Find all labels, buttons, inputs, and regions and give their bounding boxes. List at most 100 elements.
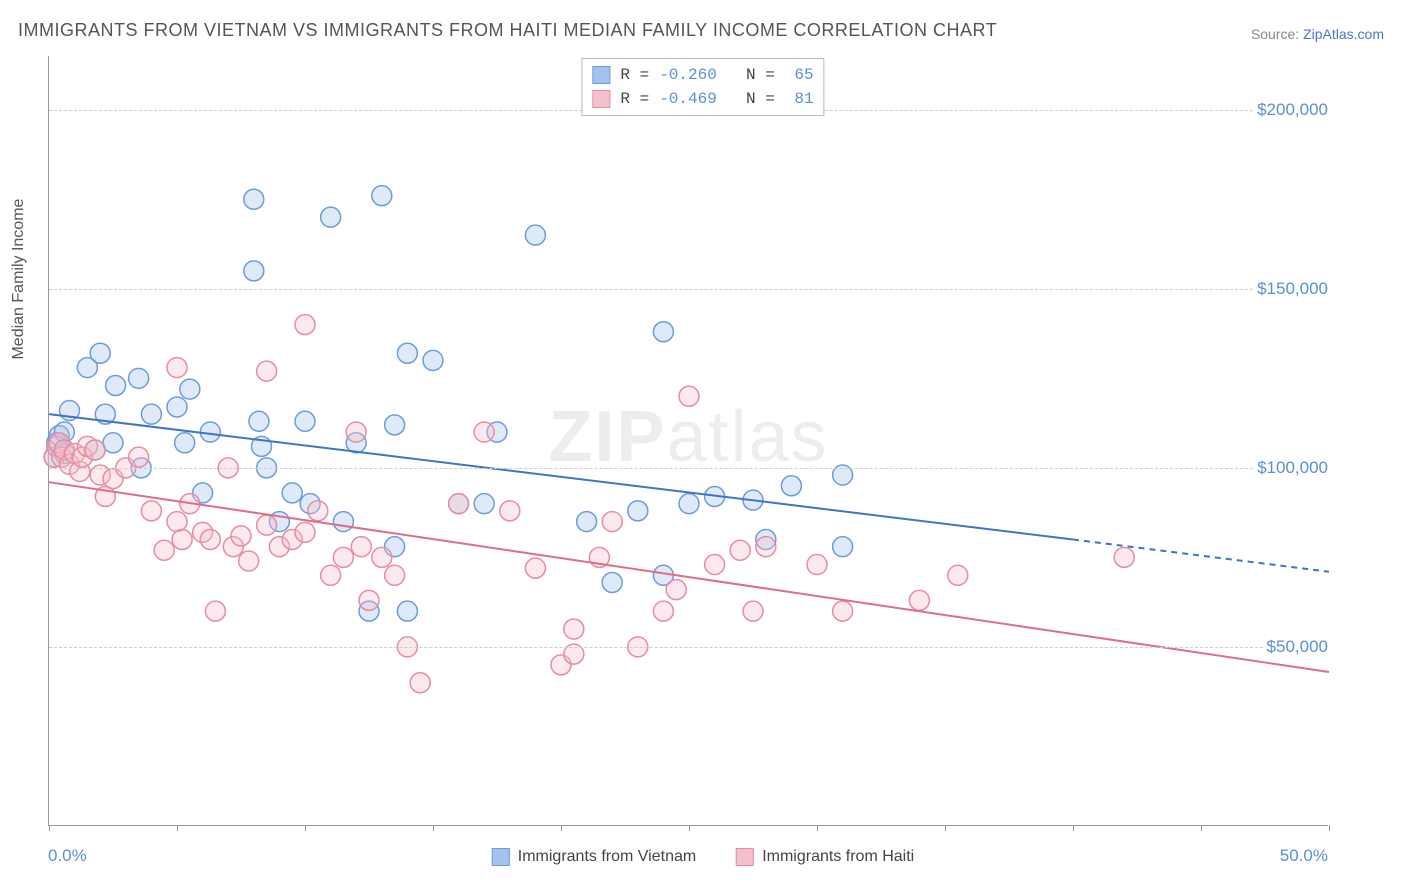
gridline <box>49 289 1328 290</box>
x-tick <box>561 825 562 831</box>
trend-line-extrapolated <box>1073 539 1329 571</box>
x-tick <box>305 825 306 831</box>
legend-item: Immigrants from Vietnam <box>492 848 696 866</box>
data-point <box>175 433 195 453</box>
data-point <box>295 315 315 335</box>
data-point <box>141 404 161 424</box>
data-point <box>449 494 469 514</box>
x-tick <box>433 825 434 831</box>
stat-n-label: N = <box>727 63 775 87</box>
data-point <box>308 501 328 521</box>
data-point <box>244 189 264 209</box>
x-tick <box>1201 825 1202 831</box>
data-point <box>385 565 405 585</box>
correlation-chart: IMMIGRANTS FROM VIETNAM VS IMMIGRANTS FR… <box>0 0 1406 892</box>
data-point <box>359 590 379 610</box>
legend-swatch <box>736 848 754 866</box>
data-point <box>372 547 392 567</box>
stat-n-label: N = <box>727 87 775 111</box>
x-tick <box>817 825 818 831</box>
data-point <box>321 565 341 585</box>
data-point <box>1114 547 1134 567</box>
series-legend: Immigrants from Vietnam Immigrants from H… <box>492 848 914 866</box>
data-point <box>244 261 264 281</box>
data-point <box>167 358 187 378</box>
data-point <box>653 601 673 621</box>
data-point <box>200 529 220 549</box>
y-tick-label: $50,000 <box>1263 636 1332 658</box>
y-axis-label: Median Family Income <box>10 199 28 360</box>
plot-area: ZIPatlas $50,000$100,000$150,000$200,000 <box>48 56 1328 826</box>
source-attribution: Source: ZipAtlas.com <box>1251 26 1384 42</box>
data-point <box>351 537 371 557</box>
stat-r-label: R = <box>620 63 649 87</box>
data-point <box>628 501 648 521</box>
x-tick <box>945 825 946 831</box>
data-point <box>564 619 584 639</box>
data-point <box>85 440 105 460</box>
data-point <box>103 433 123 453</box>
data-point <box>525 558 545 578</box>
data-point <box>525 225 545 245</box>
data-point <box>666 580 686 600</box>
stat-n-value: 81 <box>785 87 814 111</box>
data-point <box>397 343 417 363</box>
y-tick-label: $100,000 <box>1253 457 1332 479</box>
legend-label: Immigrants from Vietnam <box>518 848 696 866</box>
data-point <box>833 601 853 621</box>
stat-r-value: -0.469 <box>659 87 717 111</box>
legend-label: Immigrants from Haiti <box>762 848 914 866</box>
x-tick <box>1073 825 1074 831</box>
x-axis-max-label: 50.0% <box>1280 846 1328 866</box>
data-point <box>679 494 699 514</box>
source-link[interactable]: ZipAtlas.com <box>1303 26 1384 42</box>
data-point <box>172 529 192 549</box>
x-axis-min-label: 0.0% <box>48 846 87 866</box>
data-point <box>346 422 366 442</box>
legend-swatch <box>592 90 610 108</box>
data-point <box>129 447 149 467</box>
data-point <box>756 537 776 557</box>
gridline <box>49 468 1328 469</box>
data-point <box>295 522 315 542</box>
stats-legend: R = -0.260 N = 65R = -0.469 N = 81 <box>581 58 824 116</box>
plot-svg <box>49 56 1328 825</box>
data-point <box>167 512 187 532</box>
data-point <box>249 411 269 431</box>
data-point <box>106 375 126 395</box>
data-point <box>730 540 750 560</box>
data-point <box>948 565 968 585</box>
data-point <box>397 601 417 621</box>
stats-row: R = -0.469 N = 81 <box>592 87 813 111</box>
data-point <box>807 555 827 575</box>
data-point <box>602 572 622 592</box>
stat-r-value: -0.260 <box>659 63 717 87</box>
data-point <box>833 537 853 557</box>
data-point <box>167 397 187 417</box>
x-tick <box>1329 825 1330 831</box>
data-point <box>205 601 225 621</box>
data-point <box>705 555 725 575</box>
x-tick <box>49 825 50 831</box>
data-point <box>231 526 251 546</box>
data-point <box>500 501 520 521</box>
data-point <box>282 483 302 503</box>
data-point <box>577 512 597 532</box>
data-point <box>257 515 277 535</box>
data-point <box>333 512 353 532</box>
data-point <box>474 422 494 442</box>
data-point <box>90 343 110 363</box>
data-point <box>154 540 174 560</box>
data-point <box>180 379 200 399</box>
data-point <box>423 350 443 370</box>
data-point <box>781 476 801 496</box>
data-point <box>653 322 673 342</box>
data-point <box>474 494 494 514</box>
y-tick-label: $150,000 <box>1253 278 1332 300</box>
stats-row: R = -0.260 N = 65 <box>592 63 813 87</box>
data-point <box>743 601 763 621</box>
x-tick <box>689 825 690 831</box>
source-prefix: Source: <box>1251 26 1303 42</box>
chart-title: IMMIGRANTS FROM VIETNAM VS IMMIGRANTS FR… <box>18 20 997 41</box>
data-point <box>410 673 430 693</box>
